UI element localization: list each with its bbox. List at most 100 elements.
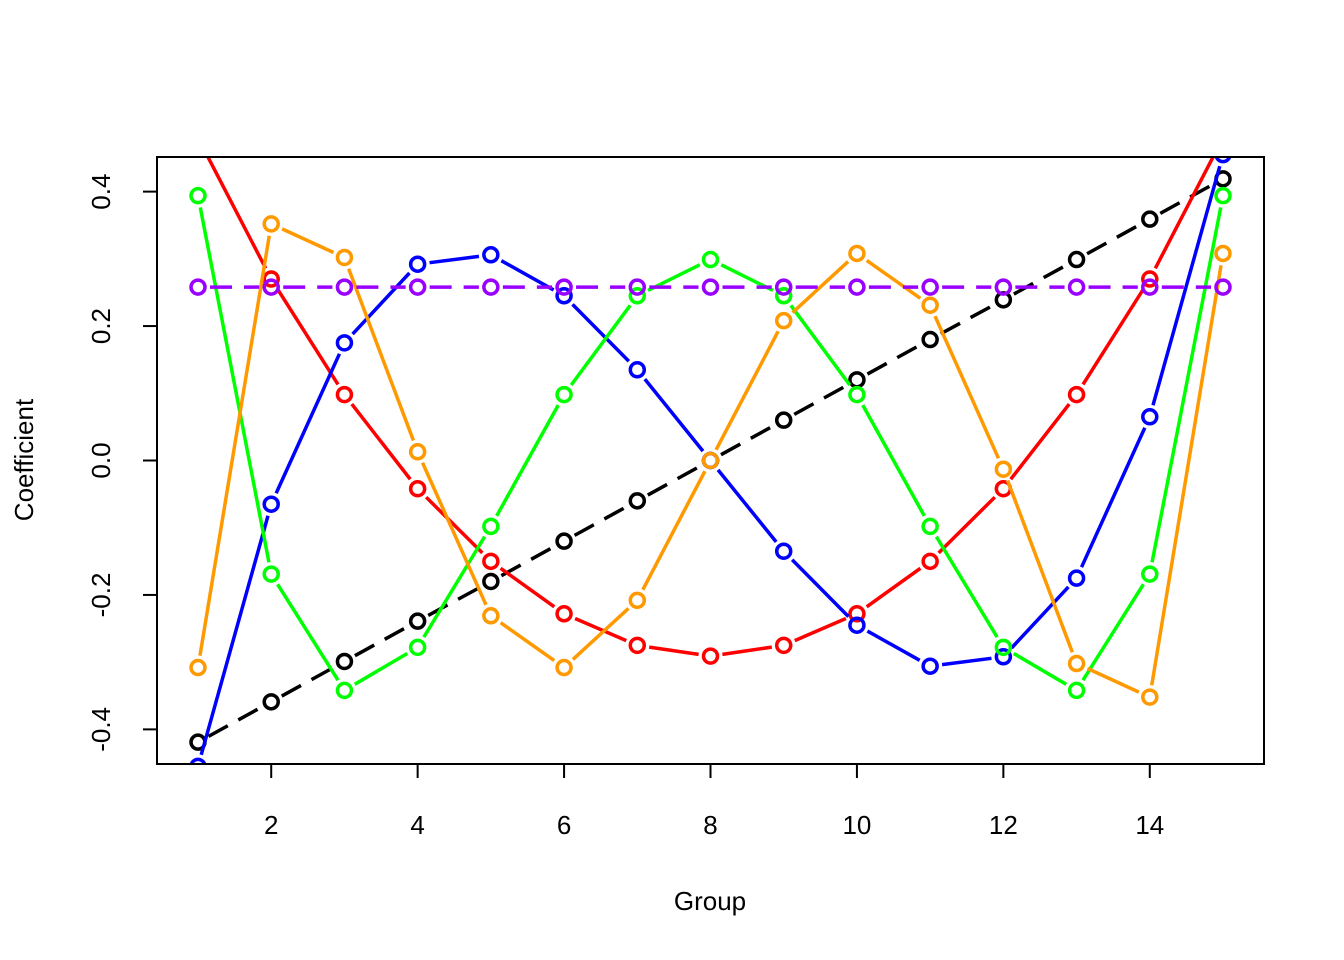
series-segment: [350, 403, 412, 481]
data-point: [921, 330, 939, 349]
data-point: [1067, 278, 1086, 296]
data-point: [774, 278, 793, 296]
series-segment: [1010, 585, 1070, 650]
series-segment: [569, 304, 632, 387]
series-segment: [646, 464, 701, 497]
series-segment: [199, 515, 270, 756]
series-segment: [422, 535, 487, 639]
series-segment: [427, 585, 482, 617]
series-segment: [354, 625, 408, 658]
data-point: [921, 278, 939, 296]
series-segment: [1013, 263, 1067, 296]
data-point: [628, 278, 647, 296]
data-point: [555, 658, 573, 677]
series-segment: [791, 260, 850, 314]
x-tick-label: 6: [557, 810, 571, 840]
data-point: [408, 255, 427, 273]
series-segment: [714, 330, 780, 451]
series-segment: [866, 629, 921, 662]
series-segment: [793, 384, 848, 416]
data-point: [1067, 569, 1086, 587]
series-segment: [424, 495, 484, 555]
data-point: [921, 552, 939, 571]
data-point: [408, 638, 427, 657]
data-point: [262, 215, 280, 233]
data-point: [774, 287, 793, 305]
series-segment: [1150, 265, 1223, 686]
data-point: [701, 278, 720, 296]
data-point: [482, 517, 500, 536]
data-point: [335, 278, 354, 296]
series-segment: [205, 157, 268, 270]
series-segment: [1150, 207, 1223, 563]
series-segment: [276, 583, 340, 682]
series-segment: [865, 566, 922, 609]
data-point: [1141, 270, 1159, 288]
data-point: [408, 278, 427, 296]
data-point: [774, 636, 793, 655]
series-1: [189, 170, 1232, 751]
series-segment: [429, 254, 480, 265]
series-segment: [1081, 288, 1145, 386]
data-point: [848, 385, 866, 404]
data-point: [335, 652, 354, 671]
series-segment: [1151, 165, 1222, 406]
data-point: [482, 278, 500, 296]
x-axis-label: Group: [674, 886, 746, 916]
data-point: [482, 246, 500, 264]
series-3: [189, 157, 1232, 764]
data-point: [408, 443, 427, 461]
series-segment: [1153, 157, 1216, 270]
series-segment: [353, 651, 409, 686]
data-point: [701, 451, 720, 470]
data-point: [1141, 210, 1159, 228]
series-segment: [866, 343, 921, 376]
series-segment: [198, 207, 271, 563]
y-axis-label: Coefficient: [9, 398, 39, 521]
data-point: [1214, 186, 1232, 205]
series-segment: [1086, 223, 1141, 256]
data-point: [994, 460, 1013, 478]
data-point: [1067, 654, 1086, 673]
data-point: [335, 334, 354, 352]
data-point: [262, 693, 280, 711]
data-point: [1216, 131, 1230, 145]
x-axis: 2 4 6 8 10 12 14: [264, 764, 1164, 840]
data-point: [189, 658, 207, 677]
data-point: [774, 542, 793, 560]
data-point: [774, 411, 793, 429]
data-point: [628, 591, 647, 610]
series-segment: [274, 353, 342, 494]
series-6: [189, 278, 1232, 296]
data-point: [482, 572, 500, 591]
data-point: [555, 605, 573, 623]
series-segment: [280, 665, 335, 698]
series-segment: [347, 268, 416, 442]
data-point: [555, 278, 573, 296]
series-segment: [500, 259, 555, 292]
data-point: [921, 517, 939, 536]
series-segment: [941, 656, 992, 667]
data-point: [848, 605, 866, 623]
series-segment: [198, 235, 271, 656]
y-tick-label: 0.4: [86, 174, 116, 210]
data-point: [848, 278, 866, 296]
data-point: [848, 616, 866, 634]
series-segment: [789, 304, 852, 387]
series-layer: [189, 131, 1232, 764]
data-point: [921, 657, 939, 675]
series-segment: [499, 621, 556, 663]
data-point: [189, 757, 207, 764]
data-point: [189, 278, 207, 296]
series-segment: [937, 495, 997, 555]
data-point: [335, 248, 354, 267]
series-segment: [281, 227, 335, 255]
data-point: [1214, 157, 1232, 164]
series-segment: [648, 645, 699, 657]
data-point: [994, 638, 1013, 657]
series-4: [189, 186, 1232, 700]
data-point: [191, 131, 205, 145]
series-segment: [939, 304, 994, 336]
data-point: [555, 385, 573, 404]
series-segment: [865, 258, 922, 300]
